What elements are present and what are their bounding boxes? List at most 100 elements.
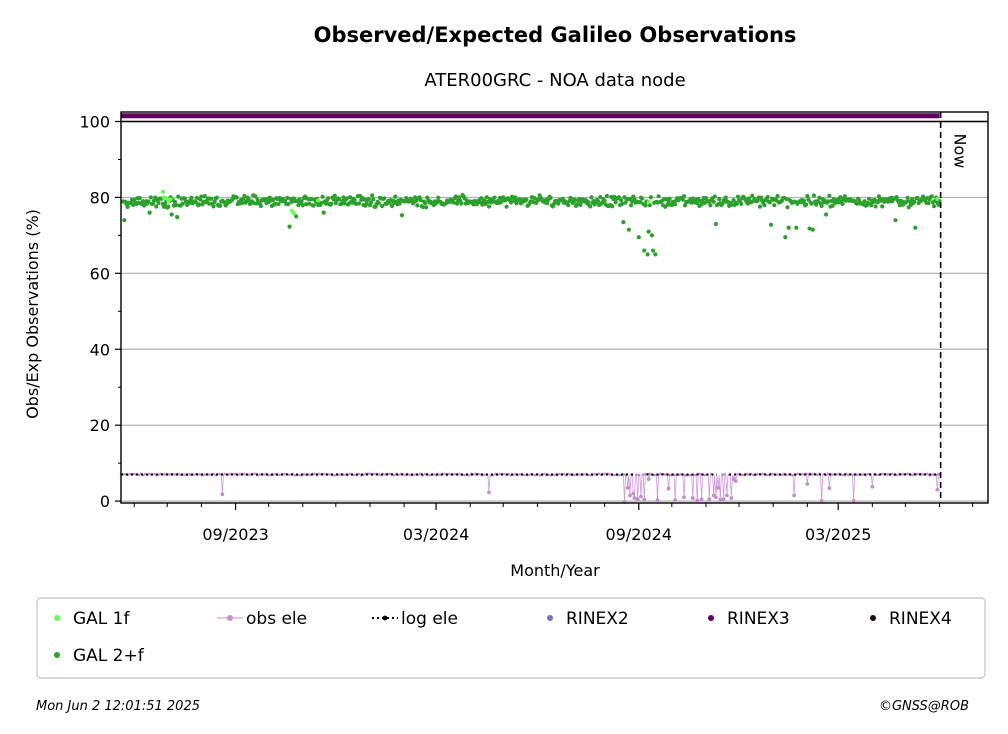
- obs-ele-point: [679, 473, 682, 476]
- obs-ele-point: [642, 497, 647, 502]
- obs-ele-point: [220, 492, 225, 497]
- gal-2f-point: [311, 203, 316, 208]
- legend-swatch: [870, 615, 876, 621]
- gal-2f-point: [459, 201, 464, 206]
- obs-ele-point: [652, 473, 656, 477]
- obs-ele-point: [683, 473, 687, 477]
- obs-ele-point: [729, 496, 734, 500]
- obs-ele-point: [282, 472, 286, 476]
- obs-ele-point: [577, 473, 581, 476]
- obs-ele-point: [800, 472, 804, 476]
- gal-2f-point: [646, 229, 651, 234]
- obs-ele-point: [333, 473, 337, 477]
- obs-ele-point: [910, 473, 914, 477]
- gal-2f-point: [926, 201, 931, 206]
- gal-2f-point: [682, 203, 688, 208]
- gal-2f-point: [197, 202, 202, 207]
- gal-2f-point: [194, 195, 200, 200]
- gal-2f-point: [303, 201, 309, 207]
- grid-lines: [121, 120, 988, 502]
- gal-2f-point: [484, 195, 489, 200]
- obs-ele-point: [791, 473, 795, 477]
- gal-2f-point: [344, 196, 349, 201]
- obs-ele-point: [428, 473, 431, 477]
- gal-2f-point: [319, 200, 324, 206]
- obs-ele-point: [533, 473, 537, 477]
- y-axis-label: Obs/Exp Observations (%): [23, 209, 42, 419]
- chart-subtitle: ATER00GRC - NOA data node: [424, 70, 685, 91]
- gal-2f-point: [211, 204, 216, 209]
- gal-2f-point: [786, 225, 791, 230]
- gal-2f-point: [193, 200, 199, 205]
- legend-label: RINEX4: [889, 609, 952, 629]
- gal-2f-point: [648, 195, 653, 200]
- legend-swatch: [547, 615, 553, 621]
- obs-ele-point: [632, 496, 637, 500]
- obs-ele-point: [467, 473, 471, 477]
- gal-2f-point: [785, 205, 790, 210]
- legend-label: GAL 1f: [73, 609, 130, 629]
- gal-2f-point: [492, 195, 497, 200]
- gal-2f-point: [875, 200, 880, 205]
- gal-2f-point: [172, 199, 178, 204]
- gal-2f-point: [300, 203, 305, 208]
- obs-ele-point: [639, 494, 643, 499]
- gal-2f-point: [681, 194, 687, 199]
- obs-ele-point: [608, 473, 612, 476]
- obs-ele-point: [392, 473, 396, 477]
- gal-2f-point: [897, 203, 902, 208]
- obs-ele-point: [699, 472, 702, 476]
- obs-ele-point: [163, 473, 167, 476]
- obs-ele-point: [357, 472, 361, 476]
- obs-ele-point: [690, 496, 695, 500]
- obs-ele-point: [756, 472, 760, 476]
- obs-ele-point: [223, 472, 226, 476]
- gal-2f-point: [649, 233, 655, 238]
- gal-2f-point: [893, 218, 898, 223]
- obs-ele-point: [258, 473, 262, 476]
- gal-2f-point: [913, 225, 918, 230]
- obs-ele-point: [723, 473, 727, 476]
- gal-2f-point: [619, 198, 624, 203]
- axes: [115, 111, 989, 510]
- obs-ele-point: [589, 473, 592, 477]
- obs-ele-point: [655, 498, 660, 502]
- obs-ele-point: [459, 472, 462, 476]
- legend-label: GAL 2+f: [73, 646, 145, 666]
- gal-2f-point: [241, 196, 246, 202]
- obs-ele-point: [826, 472, 830, 476]
- gal-1f-point: [316, 198, 321, 203]
- obs-ele-point: [152, 472, 156, 476]
- obs-ele-point: [752, 473, 755, 477]
- gal-2f-point: [866, 196, 872, 201]
- gal-2f-point: [556, 201, 561, 206]
- obs-ele-point: [553, 473, 557, 476]
- x-tick-label: 09/2024: [606, 525, 672, 544]
- obs-ele-point: [688, 473, 691, 477]
- gal-1f-point: [646, 199, 651, 205]
- gal-2f-point: [620, 201, 625, 206]
- legend-swatch: [54, 652, 60, 658]
- obs-ele-point: [644, 472, 647, 476]
- gal-2f-point: [175, 215, 180, 220]
- gal-2f-point: [214, 195, 219, 200]
- gal-2f-point: [689, 200, 694, 205]
- gal-2f-point: [819, 203, 824, 209]
- gal-2f-point: [212, 199, 217, 204]
- obs-ele-point: [780, 473, 784, 477]
- gal-2f-point: [904, 199, 909, 204]
- obs-ele-point: [713, 495, 718, 500]
- gal-2f-point: [817, 195, 822, 200]
- gal-2f-point: [240, 200, 245, 206]
- gal-2f-point: [169, 212, 174, 217]
- obs-ele-point: [699, 497, 704, 502]
- legend-swatch: [54, 615, 60, 621]
- gal-2f-point: [234, 195, 239, 200]
- gal-2f-point: [717, 196, 722, 202]
- legend-label: RINEX2: [566, 609, 629, 629]
- gal-2f-point: [912, 199, 917, 205]
- gal-2f-point: [148, 195, 153, 200]
- gal-2f-point: [397, 201, 402, 206]
- gal-2f-point: [415, 203, 420, 208]
